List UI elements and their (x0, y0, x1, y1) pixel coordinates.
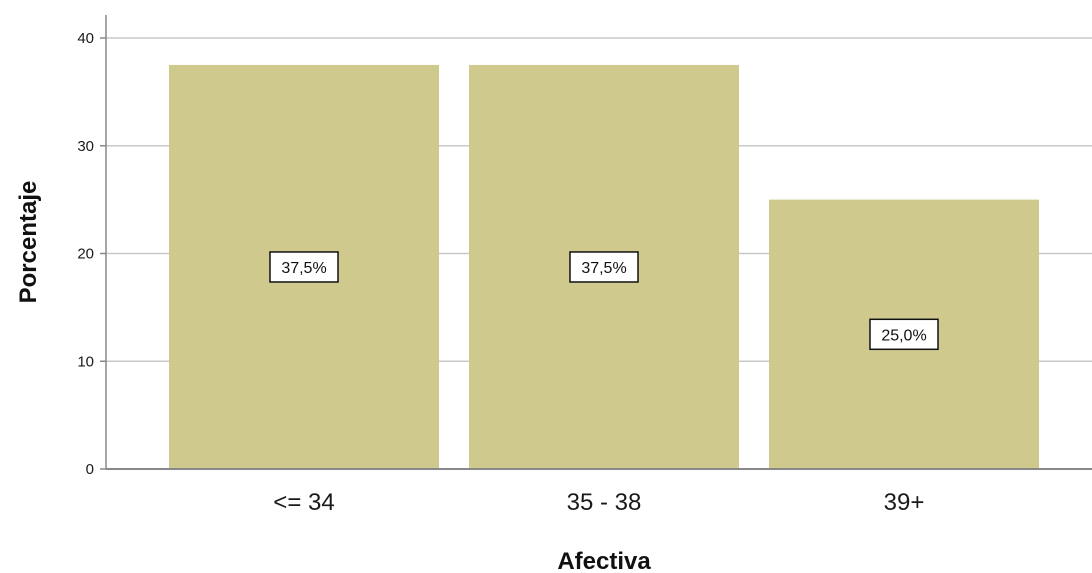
data-label-box (869, 318, 939, 351)
y-axis-title: Porcentaje (15, 181, 42, 304)
data-label-box (569, 251, 639, 283)
data-label: 25,0% (881, 327, 926, 344)
y-tick-label: 30 (77, 138, 94, 155)
x-tick-label: 39+ (884, 489, 925, 516)
x-tick-label: 35 - 38 (567, 489, 642, 516)
x-axis-title: Afectiva (557, 548, 651, 573)
x-tick-label: <= 34 (273, 489, 334, 516)
y-tick-label: 10 (77, 353, 94, 370)
y-tick-labels: 0 10 20 30 40 (77, 30, 106, 478)
axes (105, 15, 1092, 470)
data-labels: 37,5% 37,5% 25,0% (269, 251, 939, 351)
y-tick-label: 40 (77, 30, 94, 47)
data-label-box (269, 251, 339, 283)
data-label: 37,5% (581, 260, 626, 277)
y-tick-label: 20 (77, 246, 94, 263)
x-tick-labels: <= 34 35 - 38 39+ (273, 489, 924, 516)
data-label: 37,5% (281, 260, 326, 277)
y-tick-label: 0 (86, 461, 94, 478)
